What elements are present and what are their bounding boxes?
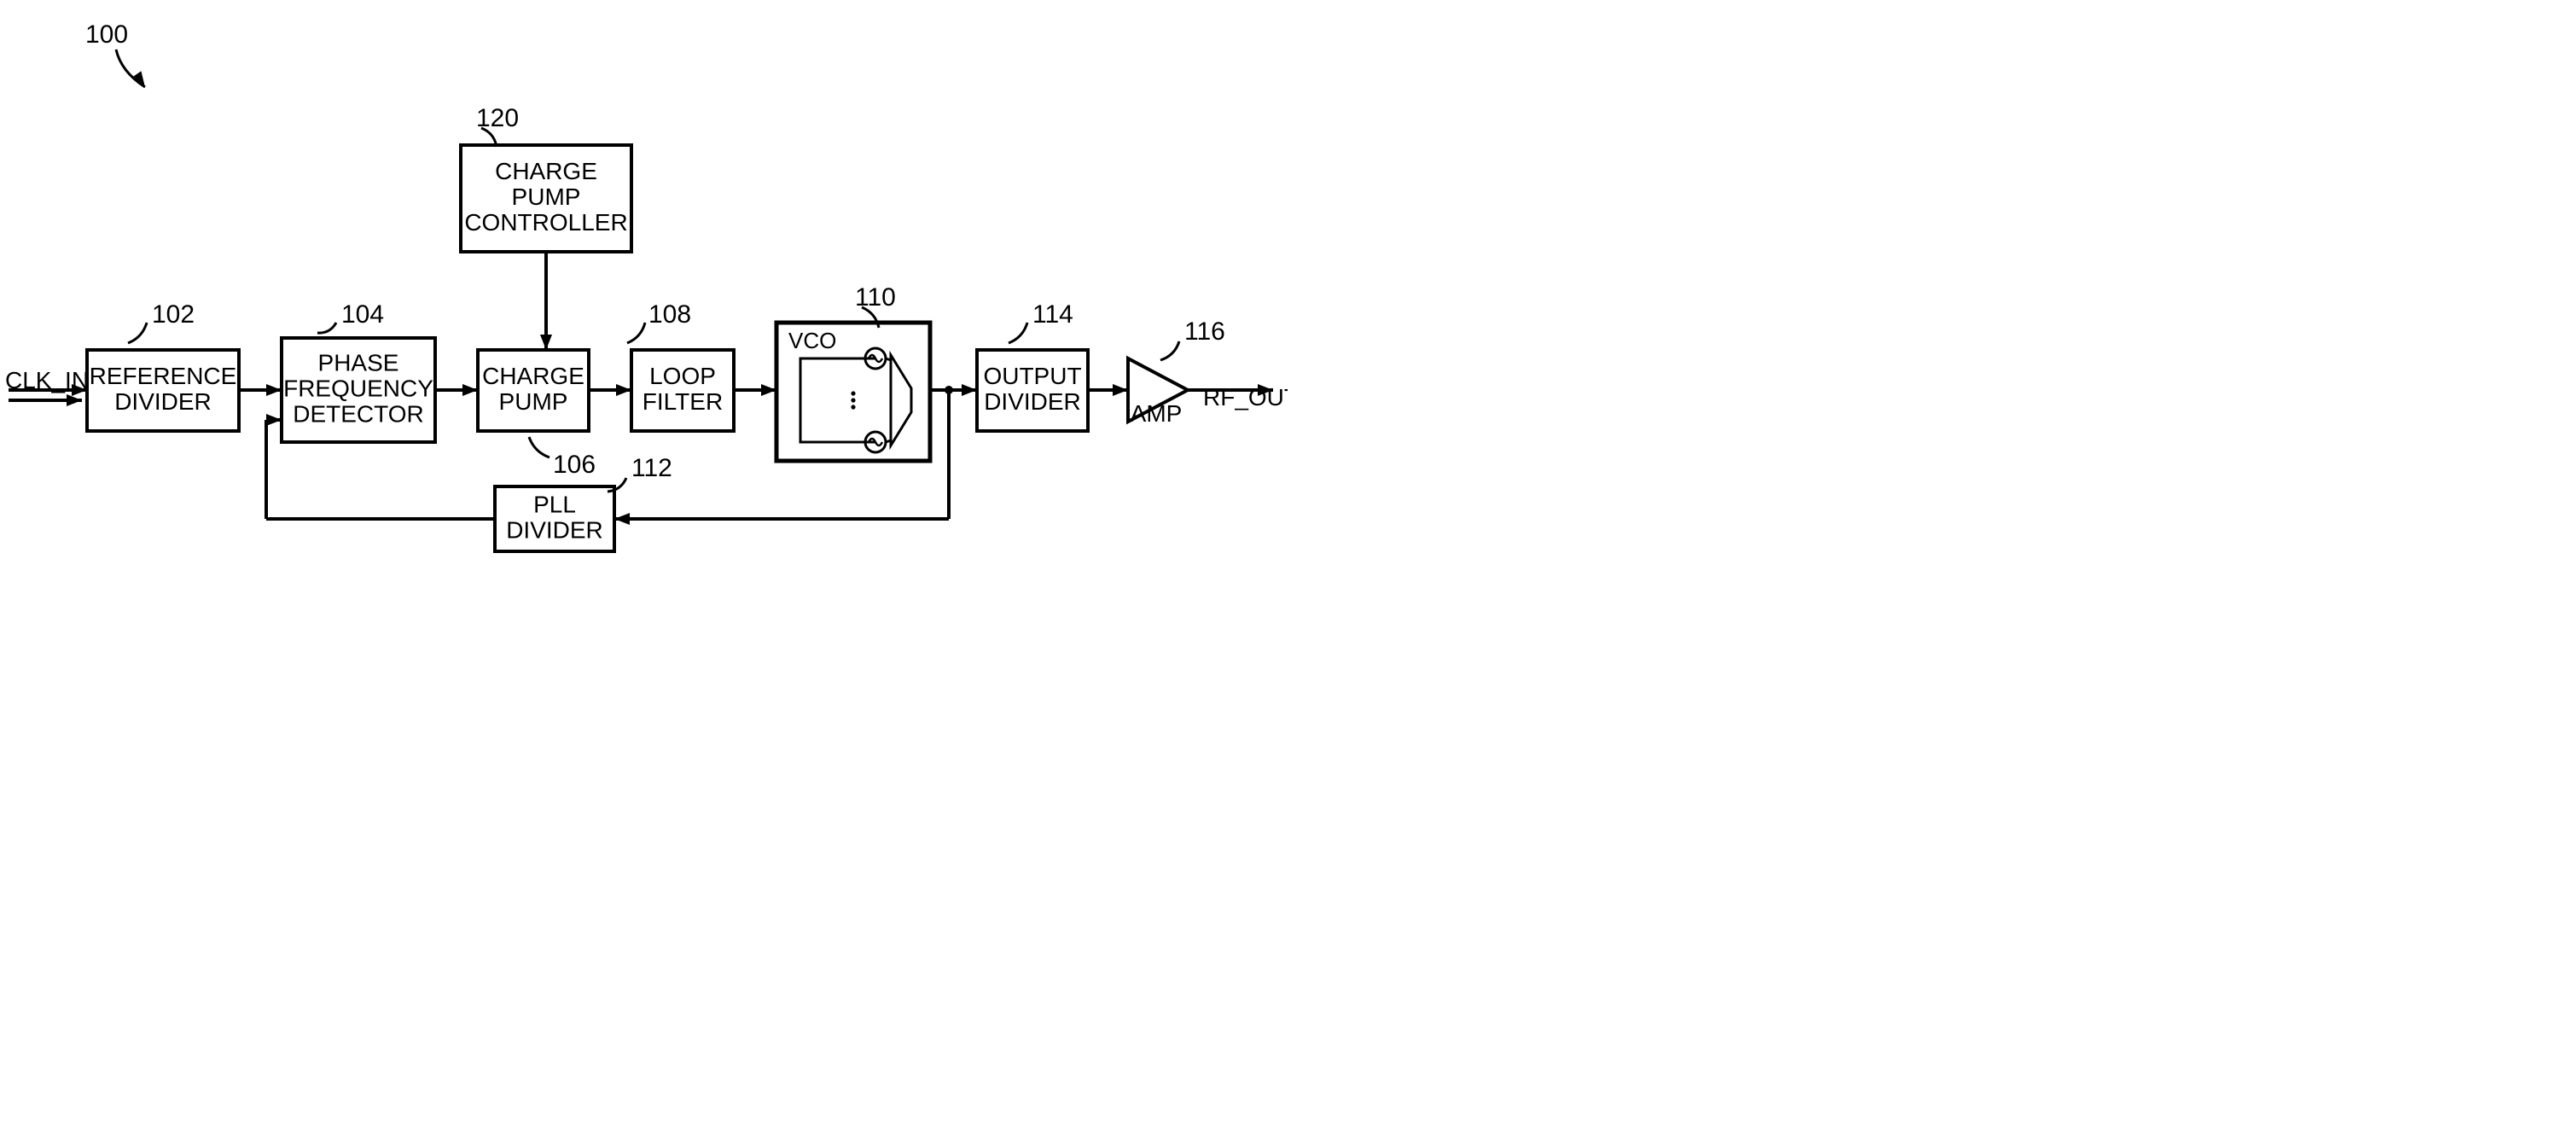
svg-text:FREQUENCY: FREQUENCY bbox=[283, 375, 433, 401]
svg-text:CONTROLLER: CONTROLLER bbox=[464, 209, 627, 236]
pfd-block: PHASEFREQUENCYDETECTOR bbox=[282, 338, 435, 442]
out_div-block: OUTPUTDIVIDER bbox=[977, 350, 1088, 431]
svg-text:VCO: VCO bbox=[788, 328, 836, 353]
svg-text:PLL: PLL bbox=[533, 491, 576, 517]
pll_div-block: PLLDIVIDER bbox=[495, 486, 614, 551]
svg-text:CHARGE: CHARGE bbox=[482, 363, 584, 389]
svg-text:104: 104 bbox=[341, 300, 384, 329]
svg-text:108: 108 bbox=[648, 300, 691, 329]
svg-text:AMP: AMP bbox=[1131, 400, 1183, 427]
svg-text:FILTER: FILTER bbox=[643, 388, 723, 415]
svg-text:RF_OUT: RF_OUT bbox=[1203, 384, 1288, 411]
svg-text:REFERENCE: REFERENCE bbox=[90, 363, 237, 389]
svg-text:LOOP: LOOP bbox=[649, 363, 716, 389]
svg-text:PUMP: PUMP bbox=[499, 388, 568, 415]
cpc-block: CHARGEPUMPCONTROLLER bbox=[461, 145, 631, 252]
svg-text:102: 102 bbox=[152, 300, 195, 329]
svg-text:DIVIDER: DIVIDER bbox=[114, 388, 212, 415]
svg-text:DIVIDER: DIVIDER bbox=[506, 516, 603, 543]
ref_div-block: REFERENCEDIVIDER bbox=[87, 350, 239, 431]
svg-text:PHASE: PHASE bbox=[318, 349, 399, 376]
vco-block: VCO bbox=[776, 323, 930, 461]
lf-block: LOOPFILTER bbox=[631, 350, 734, 431]
svg-text:116: 116 bbox=[1184, 317, 1225, 346]
svg-text:112: 112 bbox=[631, 454, 672, 482]
svg-text:DETECTOR: DETECTOR bbox=[293, 400, 424, 427]
svg-text:PUMP: PUMP bbox=[512, 183, 581, 210]
svg-text:100: 100 bbox=[85, 20, 128, 49]
svg-text:106: 106 bbox=[553, 451, 596, 479]
svg-text:OUTPUT: OUTPUT bbox=[983, 363, 1081, 389]
svg-text:110: 110 bbox=[855, 283, 896, 312]
svg-text:CHARGE: CHARGE bbox=[495, 158, 597, 184]
svg-text:114: 114 bbox=[1032, 300, 1073, 329]
cp-block: CHARGEPUMP bbox=[478, 350, 589, 431]
svg-text:DIVIDER: DIVIDER bbox=[984, 388, 1081, 415]
